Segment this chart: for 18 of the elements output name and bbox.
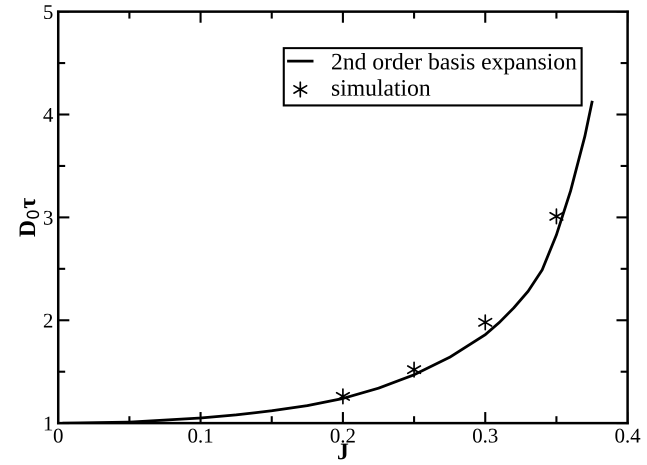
- x-axis-title: J: [338, 444, 348, 460]
- x-tick-label: 0.4: [615, 428, 640, 443]
- legend-label: simulation: [332, 79, 430, 96]
- y-tick-label: 1: [44, 416, 52, 430]
- y-axis-title: D$_{0}$τ: [20, 198, 40, 237]
- x-tick-label: 0.1: [188, 428, 212, 443]
- x-tick-label: 0.2: [330, 428, 355, 443]
- x-tick-label: 0: [54, 428, 63, 443]
- point: [549, 208, 564, 224]
- y-tick-label: 4: [43, 108, 54, 122]
- y-tick-label: 3: [44, 210, 53, 225]
- point: [406, 362, 422, 378]
- point: [478, 314, 492, 330]
- point: [336, 388, 350, 405]
- y-tick-label: 2: [44, 314, 52, 328]
- x-tick-label: 0.3: [473, 428, 498, 443]
- y-tick-label: 5: [44, 5, 53, 20]
- legend-label: 2nd order basis expansion: [332, 52, 577, 74]
